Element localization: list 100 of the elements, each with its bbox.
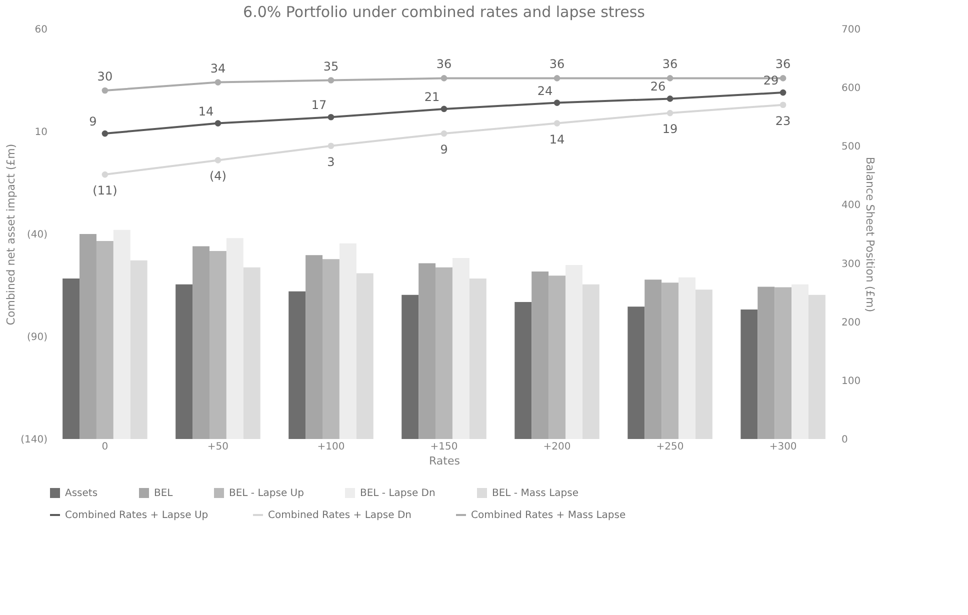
bar [322, 259, 340, 439]
bar [356, 273, 374, 439]
data-label: 30 [97, 70, 113, 84]
y2-tick-label: 500 [842, 142, 861, 153]
bar [808, 294, 826, 439]
chart-title: 6.0% Portfolio under combined rates and lapse stress [243, 3, 646, 21]
y-tick-label: (90) [26, 332, 48, 343]
point [554, 75, 560, 82]
point [780, 75, 786, 82]
y-tick-label: (140) [20, 434, 48, 446]
bar [80, 234, 96, 439]
bar [96, 241, 114, 439]
x-tick-label: +50 [207, 442, 229, 452]
data-label: 36 [775, 57, 791, 72]
point [666, 110, 674, 116]
y2-tick-label: 700 [842, 24, 861, 36]
data-label: 24 [537, 84, 553, 98]
y2-tick-label: 600 [842, 83, 861, 94]
point [666, 75, 674, 82]
data-label: 29 [763, 74, 779, 88]
bar [792, 284, 808, 439]
x-tick-label: +100 [317, 442, 345, 452]
legend-label: Combined Rates + Lapse Dn [268, 510, 412, 521]
bar [452, 258, 470, 439]
data-label: 26 [650, 80, 666, 94]
data-label: 14 [549, 132, 565, 146]
point [780, 102, 786, 108]
x-tick-label: +300 [769, 442, 797, 452]
data-label: 17 [311, 98, 327, 112]
bar [209, 250, 226, 439]
legend-label: BEL - Lapse Dn [360, 488, 436, 499]
data-label: 14 [198, 104, 214, 118]
bar [582, 284, 600, 439]
y2-tick-label: 200 [842, 317, 861, 328]
bar [418, 263, 436, 439]
bar [62, 278, 80, 439]
y2-tick-label: 300 [842, 258, 861, 270]
y-tick-label: 10 [34, 127, 48, 138]
bar [130, 260, 148, 439]
data-label: 3 [327, 154, 335, 169]
bar [532, 271, 549, 439]
bar [565, 265, 582, 439]
point [666, 96, 674, 102]
bar [758, 286, 775, 439]
legend-label: BEL - Mass Lapse [492, 488, 578, 499]
data-label: 35 [323, 59, 339, 74]
data-label: 9 [89, 114, 97, 129]
point [102, 87, 108, 94]
x-tick-label: +150 [430, 442, 458, 452]
bar [192, 246, 210, 439]
point [328, 142, 334, 150]
y2-axis-title: Balance Sheet Position (£m) [864, 156, 877, 312]
bar [662, 282, 679, 439]
bar [339, 243, 356, 439]
legend-label: BEL [154, 488, 174, 499]
bar [288, 291, 306, 439]
bar [226, 238, 244, 439]
x-axis-title: Rates [429, 454, 460, 468]
bar [628, 306, 645, 439]
bar [306, 255, 323, 439]
point [102, 171, 108, 178]
legend-label: Combined Rates + Lapse Up [65, 510, 208, 521]
data-label: 23 [775, 114, 791, 128]
data-label: 36 [662, 57, 678, 72]
bar [644, 280, 662, 439]
data-label: 34 [210, 61, 226, 76]
data-label: (4) [209, 169, 226, 184]
bar [243, 267, 260, 439]
point [214, 79, 222, 86]
data-label: 36 [436, 57, 452, 72]
y-tick-label: 60 [34, 24, 48, 36]
point [328, 77, 334, 84]
point [554, 120, 560, 126]
data-label: 36 [549, 57, 565, 72]
bar [469, 278, 486, 439]
bar [740, 310, 758, 439]
bar [695, 290, 712, 439]
bar [548, 276, 566, 439]
data-label: 9 [440, 142, 448, 157]
x-tick-label: 0 [102, 442, 108, 452]
bar [514, 302, 532, 439]
bar [436, 267, 452, 439]
point [328, 114, 334, 120]
y-tick-label: (40) [26, 230, 48, 240]
legend-label: Assets [65, 488, 98, 499]
y2-tick-label: 100 [842, 376, 861, 387]
point [214, 120, 222, 126]
bar [113, 230, 130, 439]
point [440, 75, 448, 82]
y-axis-title: Combined net asset impact (£m) [4, 144, 18, 326]
x-tick-label: +200 [543, 442, 571, 452]
y2-tick-label: 400 [842, 200, 861, 212]
bar [678, 277, 696, 439]
bar [774, 287, 792, 439]
y2-tick-label: 0 [842, 434, 848, 446]
data-label: (11) [92, 184, 118, 198]
x-tick-label: +250 [656, 442, 684, 452]
point [102, 130, 108, 137]
point [780, 89, 786, 96]
bar [402, 294, 419, 439]
